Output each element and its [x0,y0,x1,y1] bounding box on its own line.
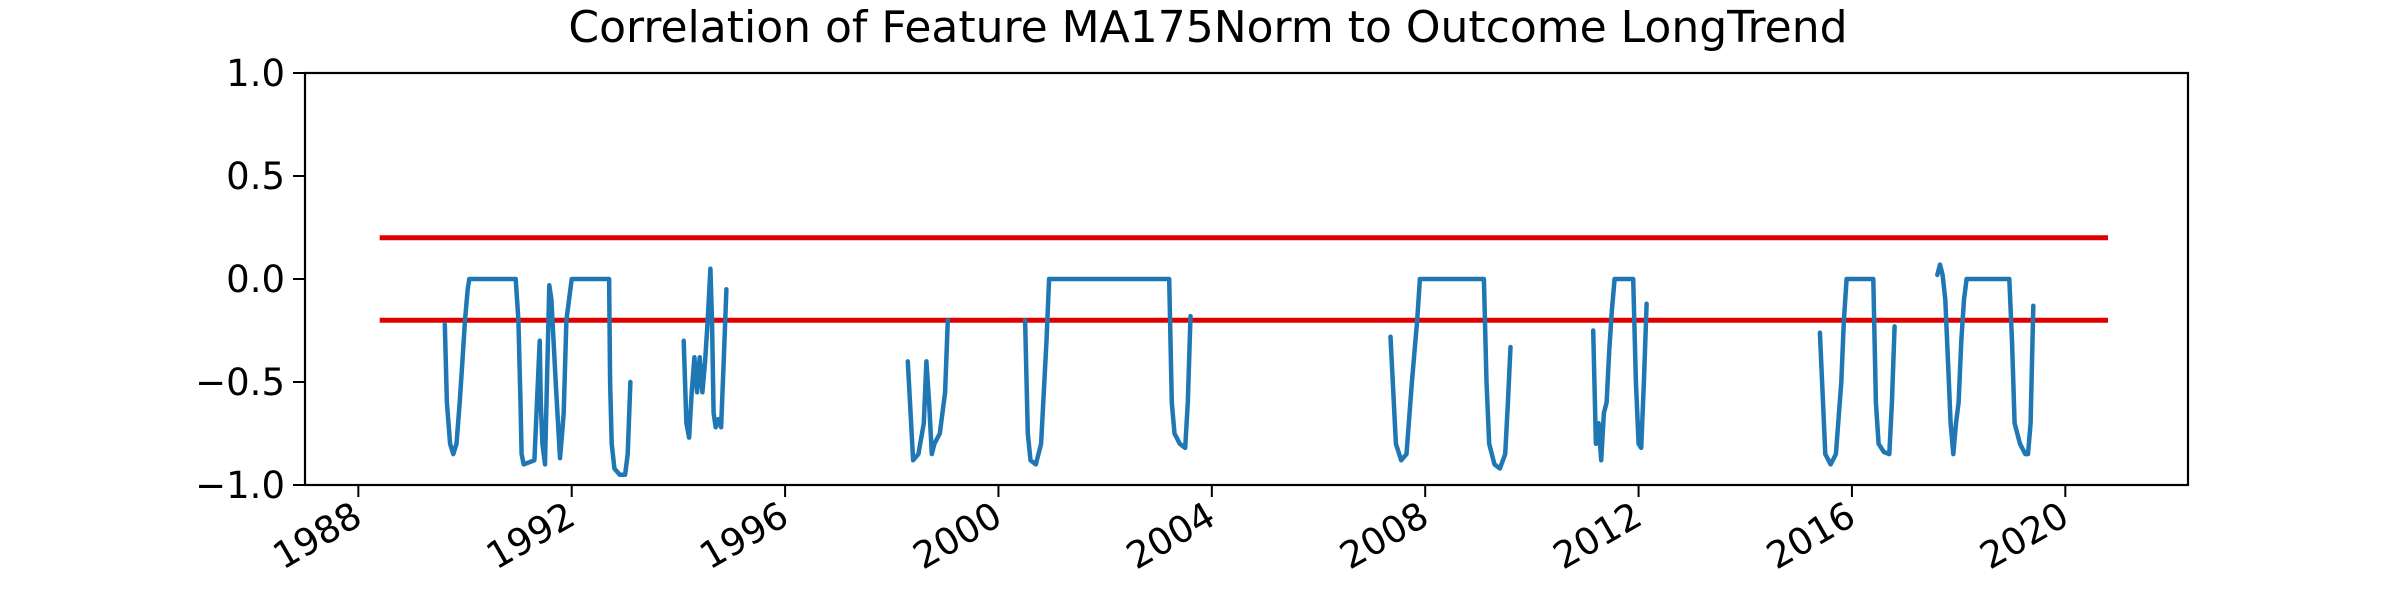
series-line-segment-5 [1590,276,1649,463]
y-tick-label: 0.0 [226,258,285,301]
y-tick-label: −0.5 [195,361,285,404]
x-tick-label: 2000 [906,494,1009,578]
y-tick-label: 1.0 [226,52,285,95]
series-line-segment-3 [1022,276,1193,467]
series-line-segment-1 [681,266,729,440]
series-layer [442,262,2036,477]
x-tick-label: 1992 [479,494,582,578]
x-tick-label: 2016 [1759,494,1862,578]
x-tick-label: 2012 [1546,494,1649,578]
x-tick-label: 2008 [1333,494,1436,578]
x-tick-label: 1996 [693,494,796,578]
y-axis: −1.0 −0.5 0.0 0.5 1.0 [195,52,305,507]
series-line-segment-2 [905,317,951,463]
series-line-segment-6 [1817,276,1897,467]
series-line-segment-0 [442,276,633,477]
chart-title: Correlation of Feature MA175Norm to Outc… [568,2,1847,53]
x-tick-label: 2020 [1973,494,2076,578]
reference-lines [379,235,2108,323]
x-tick-label: 2004 [1119,494,1222,578]
series-line-segment-4 [1388,276,1513,471]
y-tick-label: 0.5 [226,155,285,198]
y-tick-label: −1.0 [195,464,285,507]
x-axis: 1988 1992 1996 2000 2004 2008 2012 2016 2020 [266,485,2076,578]
series-line-segment-7 [1935,262,2036,457]
